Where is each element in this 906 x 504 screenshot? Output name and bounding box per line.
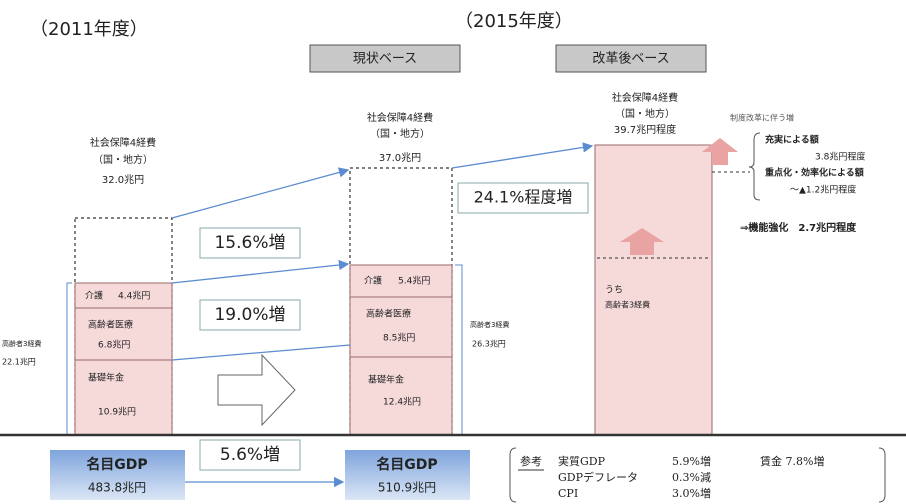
label: 3.8兆円程度 <box>815 151 865 163</box>
label: 37.0兆円 <box>379 152 421 164</box>
label: （国・地方） <box>370 127 430 140</box>
label: 高齢者3経費 <box>470 320 509 329</box>
label: 22.1兆円 <box>2 357 36 367</box>
label: 高齢者3経費 <box>2 339 41 348</box>
shapes <box>0 44 906 503</box>
year-heading: （2011年度） <box>30 19 148 40</box>
label: うち <box>605 285 623 296</box>
label: 10.9兆円 <box>98 407 136 418</box>
label: 0.3%減 <box>672 470 711 484</box>
base-label: 現状ベース <box>353 52 417 67</box>
label: 介護 <box>85 290 103 302</box>
growth-label: 15.6%増 <box>214 233 285 253</box>
gdp-label: 名目GDP <box>376 456 437 473</box>
label: 6.8兆円 <box>98 340 130 351</box>
label: 賃金 7.8%増 <box>760 454 824 468</box>
base-label: 改革後ベース <box>592 52 669 67</box>
label: 基礎年金 <box>88 372 124 384</box>
label: 充実による額 <box>765 134 819 146</box>
label: ～▲1.2兆円程度 <box>790 184 856 196</box>
label: 社会保障4経費 <box>90 136 156 149</box>
label: 社会保障4経費 <box>612 91 678 104</box>
label: 高齢者医療 <box>88 319 133 331</box>
label: 39.7兆円程度 <box>614 123 676 136</box>
growth-label: 5.6%増 <box>220 445 280 465</box>
label: 実質GDP <box>558 454 606 468</box>
gdp-label: 名目GDP <box>86 456 147 473</box>
label: （国・地方） <box>93 153 153 166</box>
label: 介護 <box>364 275 382 287</box>
label: GDPデフレータ <box>558 470 638 484</box>
gdp-value: 483.8兆円 <box>88 481 146 495</box>
label: 32.0兆円 <box>102 174 144 186</box>
label: （国・地方） <box>615 107 675 120</box>
label: 参考 <box>520 454 542 468</box>
label: ⇒機能強化 2.7兆円程度 <box>740 221 857 234</box>
year-heading: （2015年度） <box>455 11 573 32</box>
label: 5.4兆円 <box>398 276 430 287</box>
label: 基礎年金 <box>368 374 404 386</box>
label: 12.4兆円 <box>383 397 421 408</box>
label: 重点化・効率化による額 <box>765 167 864 179</box>
label: 5.9%増 <box>672 455 711 468</box>
label: 制度改革に伴う増 <box>730 113 794 123</box>
label: CPI <box>558 487 578 500</box>
label: 社会保障4経費 <box>367 111 433 124</box>
label: 8.5兆円 <box>383 333 415 344</box>
growth-label: 24.1%程度増 <box>474 188 573 207</box>
label: 26.3兆円 <box>472 339 506 349</box>
label: 高齢者3経費 <box>605 300 650 310</box>
label: 高齢者医療 <box>366 308 411 320</box>
gdp-value: 510.9兆円 <box>378 481 436 495</box>
label: 3.0%増 <box>672 487 711 500</box>
growth-label: 19.0%増 <box>214 305 285 325</box>
label: 4.4兆円 <box>118 291 150 302</box>
